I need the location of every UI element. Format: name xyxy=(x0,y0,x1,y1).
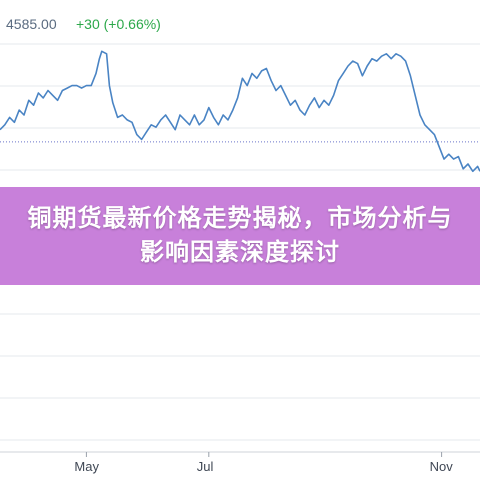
price-series-line xyxy=(0,50,480,173)
x-tick-label: May xyxy=(74,459,99,474)
price-change: +30 (+0.66%) xyxy=(76,16,161,32)
headline-banner: 铜期货最新价格走势揭秘，市场分析与影响因素深度探讨 xyxy=(0,187,480,285)
x-tick-label: Nov xyxy=(429,459,453,474)
x-tick-label: Jul xyxy=(196,459,214,474)
headline-title: 铜期货最新价格走势揭秘，市场分析与影响因素深度探讨 xyxy=(27,204,453,266)
x-axis-ticks xyxy=(85,452,443,457)
current-price: 4585.00 xyxy=(6,16,57,32)
